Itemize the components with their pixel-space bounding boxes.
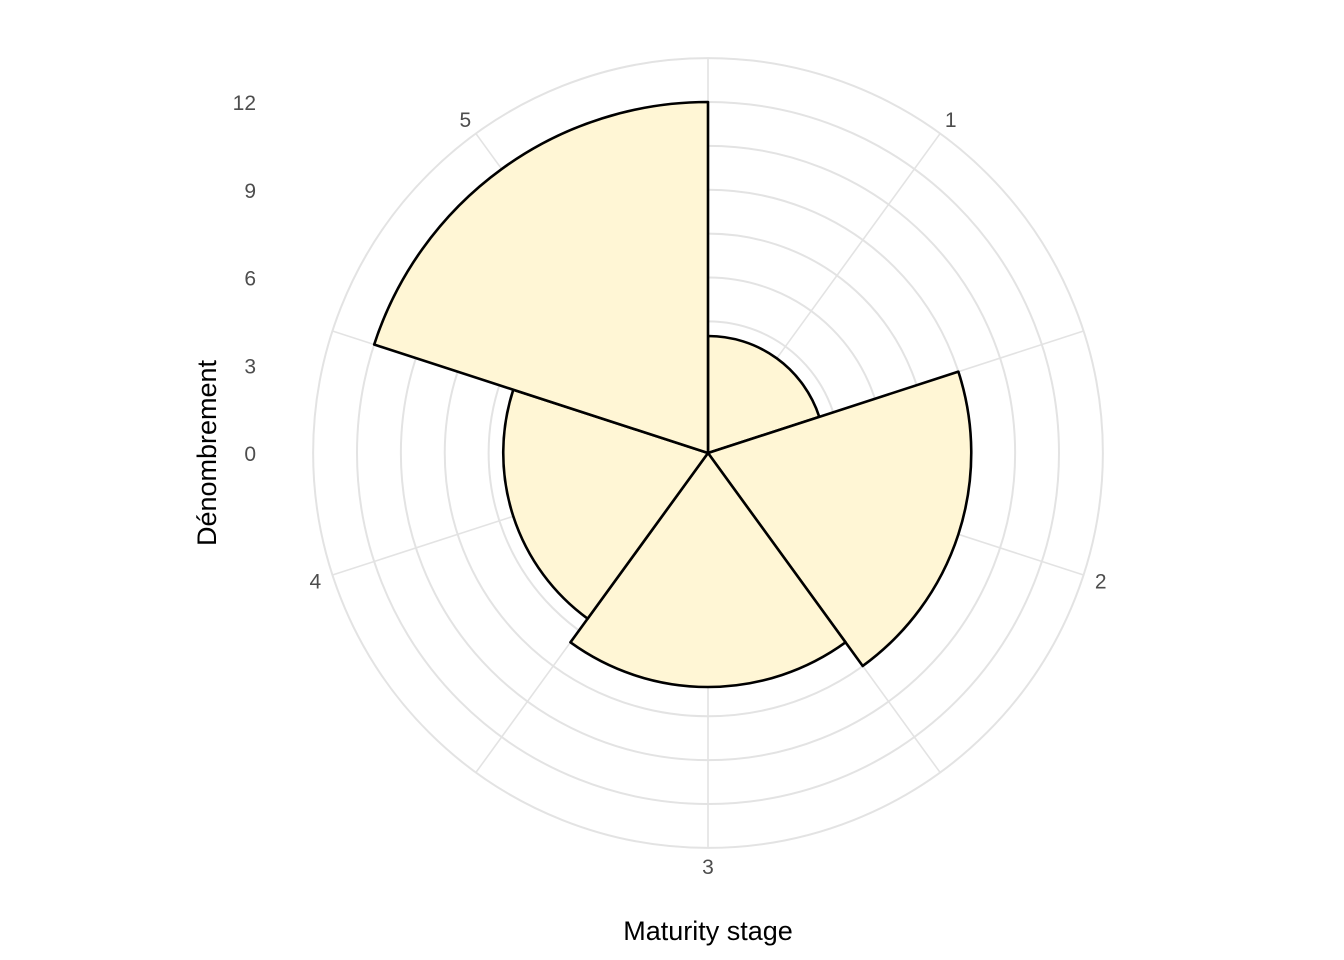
category-label-4: 4 xyxy=(309,571,321,594)
radial-tick-label: 3 xyxy=(244,355,256,378)
category-label-2: 2 xyxy=(1095,571,1107,594)
radial-tick-label: 6 xyxy=(244,268,256,291)
bar-stage-3 xyxy=(569,451,847,689)
category-labels: 1 2 3 4 5 xyxy=(309,109,1106,879)
bar-stage-4 xyxy=(502,388,710,620)
radial-tick-label: 9 xyxy=(244,180,256,203)
radial-tick-labels: 0 3 6 9 12 xyxy=(233,92,256,466)
bar-stage-2 xyxy=(706,370,973,668)
radial-tick-label: 0 xyxy=(244,443,256,466)
category-label-5: 5 xyxy=(459,109,471,132)
bar-stage-1 xyxy=(706,334,821,455)
bar-stage-5 xyxy=(372,100,710,455)
x-axis-title: Maturity stage xyxy=(623,916,793,946)
category-label-3: 3 xyxy=(702,856,714,879)
bars xyxy=(372,100,973,689)
y-axis-title: Dénombrement xyxy=(192,359,222,546)
category-label-1: 1 xyxy=(945,109,957,132)
radial-tick-label: 12 xyxy=(233,92,256,115)
